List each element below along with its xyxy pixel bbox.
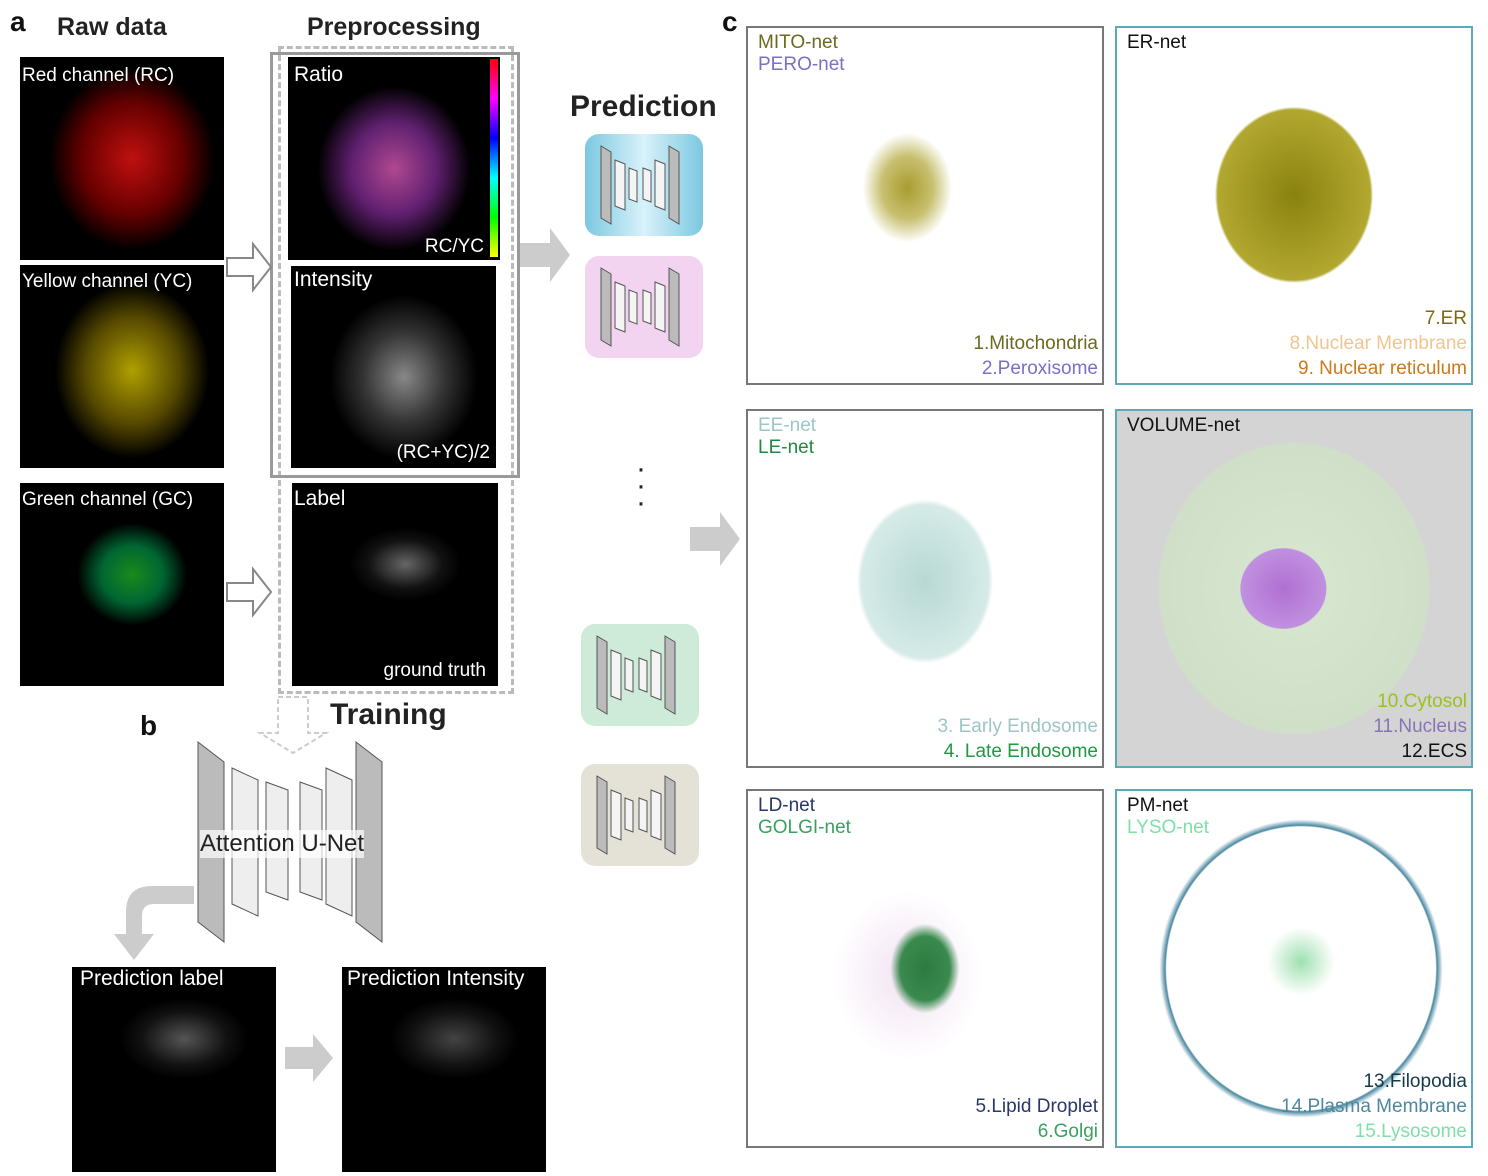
yellow-channel-label: Yellow channel (YC) (22, 271, 193, 292)
net-name: EE-net (758, 415, 817, 436)
net-names: ER-net (1127, 32, 1186, 54)
organelle-labels: 1.Mitochondria 2.Peroxisome (973, 331, 1098, 381)
intensity-image: Intensity (RC+YC)/2 (291, 266, 496, 468)
unet-icon (600, 145, 680, 225)
green-channel-image: Green channel (GC) (20, 483, 224, 686)
panel-c-letter: c (722, 6, 738, 37)
organelle-labels: 10.Cytosol 11.Nucleus 12.ECS (1373, 689, 1467, 764)
prediction-title: Prediction (570, 90, 717, 123)
training-title: Training (330, 698, 447, 731)
net-name: VOLUME-net (1127, 415, 1240, 436)
net-name: PM-net (1127, 795, 1189, 816)
organelle-label: 3. Early Endosome (937, 716, 1098, 737)
organelle-label: 5.Lipid Droplet (975, 1096, 1098, 1117)
organelle-labels: 7.ER 8.Nuclear Membrane 9. Nuclear reticul… (1290, 306, 1467, 381)
prediction-net-green (581, 624, 699, 726)
organelle-labels: 5.Lipid Droplet 6.Golgi (975, 1094, 1098, 1144)
organelle-label: 10.Cytosol (1377, 691, 1467, 712)
preprocessing-title: Preprocessing (307, 13, 481, 41)
unet-icon (596, 775, 676, 855)
organelle-panel: VOLUME-net 10.Cytosol 11.Nucleus 12.ECS (1115, 409, 1473, 768)
red-channel-image: Red channel (RC) (20, 57, 224, 260)
organelle-labels: 13.Filopodia 14.Plasma Membrane 15.Lysosom… (1281, 1069, 1467, 1144)
panel-a-letter: a (10, 6, 26, 37)
prediction-net-beige (581, 764, 699, 866)
gray-arrow-icon (690, 512, 740, 566)
attention-unet-label: Attention U-Net (200, 830, 365, 858)
organelle-labels: 3. Early Endosome 4. Late Endosome (937, 714, 1098, 764)
hollow-arrow-icon (226, 566, 273, 618)
net-name: PERO-net (758, 54, 845, 75)
intensity-label: Intensity (294, 268, 373, 291)
net-name: LD-net (758, 795, 816, 816)
net-names: PM-net LYSO-net (1127, 795, 1209, 839)
organelle-panel: PM-net LYSO-net 13.Filopodia 14.Plasma Memb… (1115, 789, 1473, 1148)
organelle-panel: ER-net 7.ER 8.Nuclear Membrane 9. Nuclear r… (1115, 26, 1473, 385)
organelle-label: 15.Lysosome (1354, 1121, 1467, 1142)
organelle-label: 1.Mitochondria (973, 333, 1098, 354)
label-image: Label ground truth (292, 483, 498, 686)
net-names: LD-net GOLGI-net (758, 795, 851, 839)
prediction-label-image: Prediction label (72, 967, 276, 1172)
organelle-label: 11.Nucleus (1373, 716, 1467, 737)
more-nets-ellipsis: · · · (636, 452, 646, 519)
organelle-label: 9. Nuclear reticulum (1298, 358, 1467, 379)
prediction-intensity-image: Prediction Intensity (342, 967, 546, 1172)
gray-arrow-icon (520, 228, 570, 282)
unet-icon (596, 635, 676, 715)
ratio-image: Ratio RC/YC (288, 57, 500, 260)
prediction-net-pink (585, 256, 703, 358)
prediction-net-blue (585, 134, 703, 236)
organelle-label: 4. Late Endosome (943, 741, 1098, 762)
raw-data-title: Raw data (57, 13, 167, 41)
net-names: VOLUME-net (1127, 415, 1240, 437)
unet-icon (600, 267, 680, 347)
preprocessing-dashed-box (278, 46, 514, 694)
panel-b-letter: b (140, 710, 158, 741)
label-title: Label (294, 487, 346, 510)
prediction-intensity-title: Prediction Intensity (347, 967, 525, 990)
net-name: GOLGI-net (758, 817, 851, 838)
curved-arrow-icon (114, 886, 194, 960)
organelle-panel: LD-net GOLGI-net 5.Lipid Droplet 6.Golgi (746, 789, 1104, 1148)
net-name: ER-net (1127, 32, 1187, 53)
organelle-label: 12.ECS (1401, 741, 1467, 762)
red-channel-label: Red channel (RC) (22, 65, 175, 86)
dashed-arrow-icon (256, 696, 330, 755)
ground-truth-label: ground truth (383, 660, 486, 681)
green-channel-label: Green channel (GC) (22, 489, 194, 510)
organelle-label: 14.Plasma Membrane (1281, 1096, 1467, 1117)
prediction-label-title: Prediction label (80, 967, 224, 990)
ratio-label: Ratio (294, 63, 344, 86)
input-solid-box (270, 52, 520, 478)
net-name: MITO-net (758, 32, 838, 53)
net-name: LE-net (758, 437, 814, 458)
organelle-label: 13.Filopodia (1363, 1071, 1467, 1092)
yellow-channel-image: Yellow channel (YC) (20, 265, 224, 468)
net-name: LYSO-net (1127, 817, 1210, 838)
organelle-panel: MITO-net PERO-net 1.Mitochondria 2.Peroxiso… (746, 26, 1104, 385)
organelle-label: 7.ER (1424, 308, 1467, 329)
net-names: EE-net LE-net (758, 415, 816, 459)
organelle-label: 2.Peroxisome (981, 358, 1098, 379)
organelle-panel: EE-net LE-net 3. Early Endosome 4. Late End… (746, 409, 1104, 768)
colorbar (490, 59, 498, 257)
ratio-formula: RC/YC (424, 236, 484, 257)
net-names: MITO-net PERO-net (758, 32, 845, 76)
organelle-label: 6.Golgi (1037, 1121, 1098, 1142)
gray-arrow-icon (285, 1034, 333, 1082)
intensity-formula: (RC+YC)/2 (396, 442, 490, 463)
hollow-arrow-icon (226, 241, 273, 293)
organelle-label: 8.Nuclear Membrane (1289, 333, 1467, 354)
